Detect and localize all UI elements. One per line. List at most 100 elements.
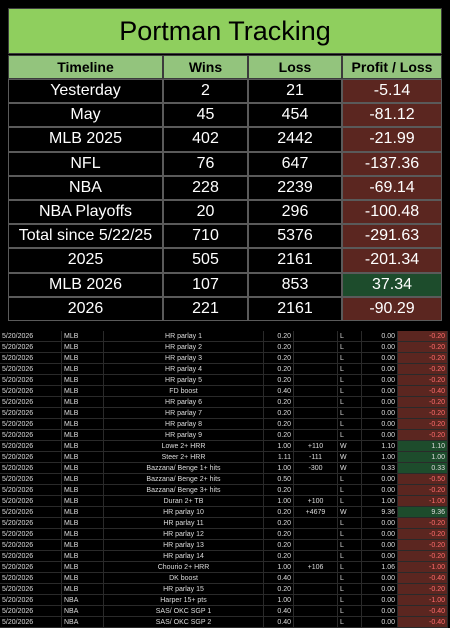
log-league: MLB	[62, 430, 104, 441]
log-result: L	[338, 397, 362, 408]
column-header: Loss	[248, 55, 342, 79]
log-league: MLB	[62, 408, 104, 419]
log-result: W	[338, 452, 362, 463]
log-result: L	[338, 606, 362, 617]
log-payout: 0.00	[362, 518, 398, 529]
log-odds: -300	[294, 463, 338, 474]
log-result: L	[338, 551, 362, 562]
log-stake: 0.20	[264, 518, 294, 529]
log-bet: HR parlay 7	[104, 408, 264, 419]
log-odds	[294, 397, 338, 408]
log-stake: 0.20	[264, 331, 294, 342]
summary-cell: 853	[248, 272, 342, 297]
summary-cell: 2239	[248, 175, 342, 200]
log-odds: -111	[294, 452, 338, 463]
log-result: L	[338, 529, 362, 540]
log-stake: 1.00	[264, 496, 294, 507]
log-odds	[294, 518, 338, 529]
summary-cell: 2442	[248, 127, 342, 152]
summary-cell: -69.14	[342, 175, 442, 200]
log-league: MLB	[62, 584, 104, 595]
log-bet: HR parlay 6	[104, 397, 264, 408]
log-odds	[294, 540, 338, 551]
log-bet: Chourio 2+ HRR	[104, 562, 264, 573]
log-odds	[294, 342, 338, 353]
log-payout: 1.00	[362, 452, 398, 463]
log-bet: SAS/ OKC SGP 2	[104, 617, 264, 628]
log-payout: 0.00	[362, 606, 398, 617]
log-bet: HR parlay 3	[104, 353, 264, 364]
log-result: L	[338, 584, 362, 595]
log-payout: 0.00	[362, 485, 398, 496]
summary-cell: 20	[163, 200, 248, 225]
log-result: W	[338, 507, 362, 518]
log-date: 5/20/2026	[0, 584, 62, 595]
log-payout: 0.00	[362, 397, 398, 408]
log-payout: 0.00	[362, 353, 398, 364]
log-stake: 1.00	[264, 463, 294, 474]
log-payout: 0.00	[362, 375, 398, 386]
log-payout: 0.00	[362, 595, 398, 606]
summary-cell: -137.36	[342, 151, 442, 176]
log-stake: 0.20	[264, 430, 294, 441]
summary-cell: 505	[163, 248, 248, 273]
log-profit: -0.50	[398, 474, 448, 485]
log-result: L	[338, 386, 362, 397]
log-payout: 0.00	[362, 573, 398, 584]
row-label: NFL	[8, 151, 163, 176]
log-bet: HR parlay 11	[104, 518, 264, 529]
log-stake: 0.20	[264, 364, 294, 375]
log-result: L	[338, 573, 362, 584]
log-result: W	[338, 463, 362, 474]
log-league: MLB	[62, 386, 104, 397]
log-payout: 0.00	[362, 364, 398, 375]
log-stake: 0.40	[264, 617, 294, 628]
log-league: MLB	[62, 474, 104, 485]
log-profit: -0.20	[398, 584, 448, 595]
log-payout: 1.10	[362, 441, 398, 452]
log-date: 5/20/2026	[0, 573, 62, 584]
log-result: L	[338, 474, 362, 485]
log-date: 5/20/2026	[0, 518, 62, 529]
log-league: MLB	[62, 375, 104, 386]
log-profit: -1.00	[398, 595, 448, 606]
log-bet: Duran 2+ TB	[104, 496, 264, 507]
log-date: 5/20/2026	[0, 353, 62, 364]
log-date: 5/20/2026	[0, 529, 62, 540]
log-result: L	[338, 419, 362, 430]
log-profit: -0.20	[398, 397, 448, 408]
log-odds	[294, 485, 338, 496]
log-result: L	[338, 595, 362, 606]
summary-cell: 221	[163, 296, 248, 321]
log-bet: HR parlay 2	[104, 342, 264, 353]
log-league: MLB	[62, 485, 104, 496]
log-payout: 0.00	[362, 430, 398, 441]
log-profit: -0.20	[398, 419, 448, 430]
log-profit: -0.20	[398, 540, 448, 551]
summary-cell: 454	[248, 103, 342, 128]
log-bet: Bazzana/ Benge 2+ hits	[104, 474, 264, 485]
log-date: 5/20/2026	[0, 595, 62, 606]
log-result: L	[338, 518, 362, 529]
summary-cell: 45	[163, 103, 248, 128]
log-odds	[294, 408, 338, 419]
summary-cell: 647	[248, 151, 342, 176]
log-bet: HR parlay 5	[104, 375, 264, 386]
log-odds: +106	[294, 562, 338, 573]
log-result: L	[338, 364, 362, 375]
log-date: 5/20/2026	[0, 364, 62, 375]
log-odds: +110	[294, 441, 338, 452]
log-league: MLB	[62, 540, 104, 551]
log-result: L	[338, 540, 362, 551]
summary-cell: 37.34	[342, 272, 442, 297]
row-label: MLB 2025	[8, 127, 163, 152]
log-date: 5/20/2026	[0, 551, 62, 562]
log-date: 5/20/2026	[0, 485, 62, 496]
log-stake: 0.40	[264, 606, 294, 617]
summary-cell: -81.12	[342, 103, 442, 128]
log-league: MLB	[62, 551, 104, 562]
log-payout: 9.36	[362, 507, 398, 518]
log-profit: -0.40	[398, 606, 448, 617]
log-odds: +100	[294, 496, 338, 507]
log-date: 5/20/2026	[0, 408, 62, 419]
